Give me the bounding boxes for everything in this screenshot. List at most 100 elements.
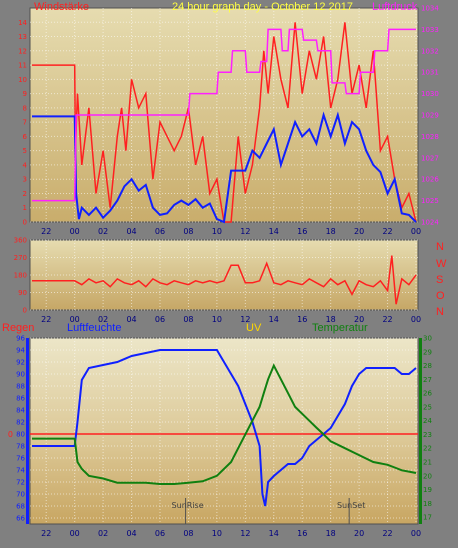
wind-direction-plot-background xyxy=(29,239,419,311)
x-tick-label: 06 xyxy=(155,227,165,236)
humidity-label: Luftfeuchte xyxy=(67,322,122,334)
y-tick-label-right: 24 xyxy=(423,417,432,425)
x-tick-label: 10 xyxy=(212,529,222,538)
direction-label-n-bottom: N xyxy=(436,306,444,318)
y-tick-label-left: 84 xyxy=(16,407,25,415)
y-tick-label-right: 17 xyxy=(423,514,432,522)
x-tick-label: 08 xyxy=(183,227,193,236)
y-tick-label-right: 1024 xyxy=(421,219,439,227)
y-tick-label-left: 5 xyxy=(23,147,27,155)
y-tick-label-right: 22 xyxy=(423,445,432,453)
y-tick-label-left: 88 xyxy=(16,383,25,391)
y-tick-label-right: 19 xyxy=(423,486,432,494)
y-tick-label-right: 26 xyxy=(423,390,432,398)
y-tick-label-right: 21 xyxy=(423,459,432,467)
x-tick-label: 22 xyxy=(41,227,51,236)
rain-label: Regen xyxy=(2,322,35,334)
y-tick-label-left: 360 xyxy=(14,237,27,245)
x-tick-label: 14 xyxy=(269,227,279,236)
y-tick-label-right: 1026 xyxy=(421,176,439,184)
y-tick-label-left: 14 xyxy=(18,19,27,27)
x-tick-label: 02 xyxy=(98,227,108,236)
y-tick-label-left: 82 xyxy=(16,419,25,427)
y-tick-label-right: 1033 xyxy=(421,26,439,34)
wind-average-line xyxy=(32,111,417,224)
x-tick-label: 14 xyxy=(269,315,279,324)
x-tick-label: 22 xyxy=(41,529,51,538)
x-tick-label: 18 xyxy=(326,315,336,324)
y-tick-label-left: 1 xyxy=(23,204,27,212)
x-tick-label: 00 xyxy=(411,529,421,538)
x-tick-label: 00 xyxy=(411,315,421,324)
x-tick-label: 20 xyxy=(354,227,364,236)
x-tick-label: 02 xyxy=(98,315,108,324)
y-tick-label-left: 90 xyxy=(16,371,25,379)
x-tick-label: 04 xyxy=(126,227,136,236)
y-tick-label-right: 1031 xyxy=(421,69,439,77)
x-tick-label: 18 xyxy=(326,227,336,236)
y-tick-label-right: 1027 xyxy=(421,154,439,162)
y-tick-label-left: 96 xyxy=(16,335,25,343)
x-tick-label: 00 xyxy=(411,227,421,236)
x-tick-label: 22 xyxy=(382,315,392,324)
y-tick-label-right: 20 xyxy=(423,472,432,480)
x-tick-label: 00 xyxy=(70,227,80,236)
y-tick-label-right: 1025 xyxy=(421,197,439,205)
x-tick-label: 22 xyxy=(41,315,51,324)
direction-label-w: W xyxy=(436,258,447,270)
x-tick-label: 08 xyxy=(183,529,193,538)
y-tick-label-left: 8 xyxy=(23,104,27,112)
direction-label-n-top: N xyxy=(436,241,444,253)
y-tick-label-right: 1034 xyxy=(421,5,439,13)
x-tick-label: 16 xyxy=(297,227,307,236)
y-tick-label-right: 23 xyxy=(423,431,432,439)
y-tick-label-left: 9 xyxy=(23,90,27,98)
y-tick-label-left: 13 xyxy=(18,33,27,41)
x-tick-label: 00 xyxy=(70,529,80,538)
sunrise-label: SunRise xyxy=(172,501,204,510)
y-tick-label-right: 1030 xyxy=(421,90,439,98)
wind-direction-line xyxy=(32,255,417,305)
x-tick-label: 10 xyxy=(212,227,222,236)
y-tick-label-right: 1029 xyxy=(421,112,439,120)
y-tick-label-left: 6 xyxy=(23,133,28,141)
x-tick-label: 04 xyxy=(126,529,136,538)
temperature-label: Temperatur xyxy=(312,322,368,334)
wind-gust-line xyxy=(32,22,417,223)
y-tick-label-left: 0 xyxy=(23,307,27,315)
y-tick-label-left: 0 xyxy=(23,219,27,227)
sunset-label: SunSet xyxy=(337,501,365,510)
y-tick-label-left: 72 xyxy=(16,479,25,487)
humidity-temperature-plot-background xyxy=(29,337,419,525)
x-tick-label: 04 xyxy=(126,315,136,324)
y-tick-label-right: 29 xyxy=(423,348,432,356)
direction-label-s: S xyxy=(436,274,444,286)
temperature-axis-bar xyxy=(419,338,422,524)
y-tick-label-left: 66 xyxy=(16,515,25,523)
pressure-line xyxy=(32,28,416,202)
x-tick-label: 06 xyxy=(155,315,165,324)
y-tick-label-left: 74 xyxy=(16,467,25,475)
x-tick-label: 22 xyxy=(382,227,392,236)
x-tick-label: 06 xyxy=(155,529,165,538)
x-tick-label: 12 xyxy=(240,227,250,236)
x-tick-label: 16 xyxy=(297,529,307,538)
y-tick-label-left: 3 xyxy=(23,176,27,184)
temperature-line xyxy=(32,363,417,485)
y-tick-label-right: 28 xyxy=(423,362,432,370)
y-tick-label-left: 180 xyxy=(14,272,27,280)
x-tick-label: 12 xyxy=(240,315,250,324)
y-tick-label-left: 10 xyxy=(18,76,27,84)
x-tick-label: 14 xyxy=(269,529,279,538)
y-tick-label-left: 80 xyxy=(16,431,25,439)
y-tick-label-left: 270 xyxy=(14,254,27,262)
y-tick-label-right: 1028 xyxy=(421,133,439,141)
y-tick-label-right: 27 xyxy=(423,376,432,384)
x-tick-label: 20 xyxy=(354,315,364,324)
y-tick-label-left: 68 xyxy=(16,503,25,511)
rain-value-label: 0 xyxy=(8,430,13,439)
top-left-axis-label: Windstärke xyxy=(34,1,90,13)
x-tick-label: 22 xyxy=(382,529,392,538)
